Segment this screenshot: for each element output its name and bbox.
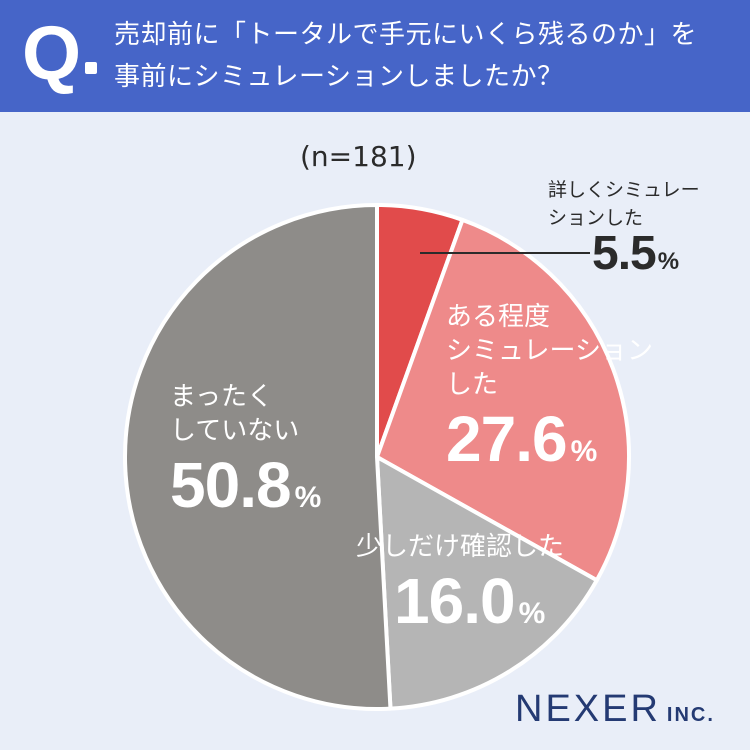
- slice-label-little: 少しだけ確認した 16.0%: [356, 530, 564, 638]
- logo-suffix: INC.: [666, 704, 715, 726]
- slice-label-detailed-line1: 詳しくシミュレー: [548, 179, 700, 201]
- percent-sign: %: [294, 481, 322, 514]
- logo-name: NEXER: [515, 688, 661, 730]
- slice-value-detailed: 5.5%: [592, 226, 679, 281]
- question-line-2: 事前にシミュレーションしましたか？: [114, 62, 564, 92]
- nexer-logo: NEXER INC.: [515, 688, 715, 731]
- slice-label-somewhat-line2: シミュレーション: [446, 336, 653, 366]
- slice-label-none-line1: まったく: [170, 382, 273, 412]
- pie-slice-none: [123, 203, 393, 711]
- slice-value-somewhat-number: 27.6: [446, 403, 568, 475]
- slice-label-none-line2: していない: [170, 416, 300, 446]
- slice-label-none: まったく していない 50.8%: [170, 380, 321, 522]
- slice-value-somewhat: 27.6%: [446, 403, 597, 475]
- percent-sign: %: [518, 597, 546, 630]
- question-text: 売却前に「トータルで手元にいくら残るのか」を 事前にシミュレーションしましたか？: [114, 14, 734, 98]
- slice-value-little-number: 16.0: [394, 565, 516, 637]
- slice-value-none-number: 50.8: [170, 449, 292, 521]
- q-mark: Q: [22, 11, 82, 96]
- question-header: Q 売却前に「トータルで手元にいくら残るのか」を 事前にシミュレーションしました…: [0, 0, 750, 112]
- slice-label-detailed: 詳しくシミュレー ションした: [548, 176, 700, 232]
- slice-label-somewhat-line1: ある程度: [446, 302, 551, 332]
- question-line-1: 売却前に「トータルで手元にいくら残るのか」を: [114, 20, 698, 50]
- slice-value-little: 16.0%: [394, 565, 545, 637]
- percent-sign: %: [570, 435, 598, 468]
- leader-line: [420, 252, 590, 254]
- slice-value-none: 50.8%: [170, 449, 321, 521]
- pie-slice-little: [375, 455, 599, 711]
- slice-label-little-line1: 少しだけ確認した: [356, 532, 565, 562]
- q-dot-decoration: [85, 62, 97, 74]
- slice-value-detailed-number: 5.5: [592, 227, 657, 280]
- sample-size-label: (n=181): [300, 140, 417, 173]
- percent-sign: %: [657, 248, 680, 275]
- slice-label-detailed-line2: ションした: [548, 207, 644, 229]
- slice-label-somewhat-line3: した: [446, 370, 499, 400]
- slice-label-somewhat: ある程度 シミュレーション した 27.6%: [446, 300, 653, 476]
